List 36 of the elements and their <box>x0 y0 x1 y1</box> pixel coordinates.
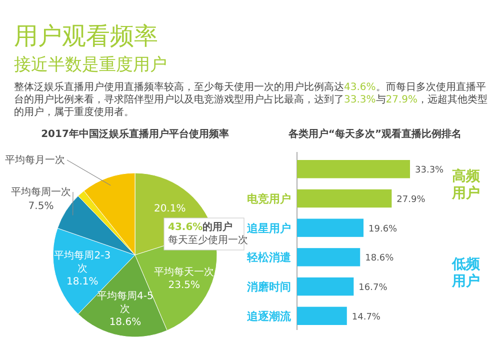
text: 接近半数是重度用户 <box>14 55 167 75</box>
bar <box>297 218 364 237</box>
y-tick-label: 消磨时间 <box>246 280 291 294</box>
bar <box>297 306 347 325</box>
slice-label: 平均每周4-5次 <box>97 290 154 316</box>
data-label: 27.9% <box>396 194 426 205</box>
bar <box>297 248 360 266</box>
y-tick-label: 追逐潮流 <box>246 310 292 323</box>
text: 用户观看频率 <box>14 22 158 50</box>
text: 高频用户 <box>451 167 481 202</box>
data-label: 14.7% <box>352 312 381 322</box>
data-label: 7.5% <box>28 201 54 212</box>
data-label: 20.1% <box>154 203 186 214</box>
text: 每天至少使用一次 <box>168 234 248 246</box>
y-tick-label: 轻松消遣 <box>246 251 291 264</box>
data-label: 19.6% <box>368 224 398 234</box>
slice-label: 平均每天一次 <box>154 266 214 278</box>
bar <box>297 189 392 208</box>
bar <box>297 160 410 178</box>
data-label: 18.1% <box>66 276 98 288</box>
data-label: 33.3% <box>415 166 444 176</box>
data-label: 16.7% <box>358 283 388 294</box>
y-tick-label: 追星用户 <box>246 222 291 235</box>
chart-title: 各类用户“每天多次”观看直播比例排名 <box>287 128 462 140</box>
slice-label: 平均每月一次 <box>5 154 65 166</box>
slice-label: 平均每周一次 <box>11 186 71 198</box>
text: 43.6%的用户 <box>168 221 233 233</box>
bar <box>297 277 354 296</box>
data-label: 18.6% <box>109 317 142 328</box>
chart-title: 2017年中国泛娱乐直播用户平台使用频率 <box>41 128 229 140</box>
data-label: 23.5% <box>168 280 200 292</box>
y-tick-label: 电竞用户 <box>247 192 291 206</box>
slice-label: 平均每周2-3次 <box>54 250 111 275</box>
data-label: 18.6% <box>365 254 394 264</box>
text: 低频用户 <box>451 256 481 290</box>
text: 整体泛娱乐直播用户使用直播频率较高，至少每天使用一次的用户比例高达43.6%。而每日多次使用直播平台的用户比例来看，寻求陪伴型用户以及电竞游戏型用户占比最高，达到了33.3%与27.9%，远超其他类型的用户，属于重度使用者。 <box>14 82 488 118</box>
